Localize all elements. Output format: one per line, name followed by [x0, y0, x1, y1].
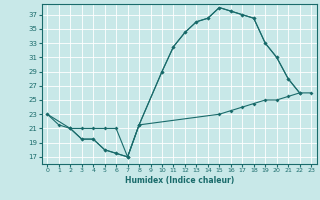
X-axis label: Humidex (Indice chaleur): Humidex (Indice chaleur) — [124, 176, 234, 185]
